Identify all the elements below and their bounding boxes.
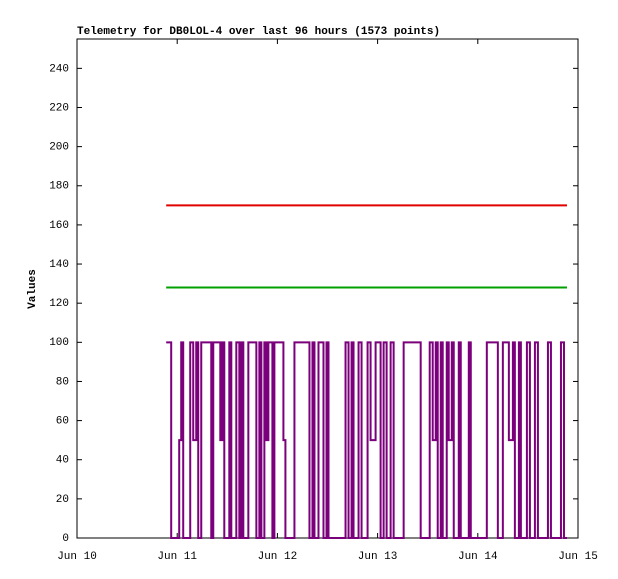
x-tick-label: Jun 10 [57, 551, 97, 563]
y-tick-label: 180 [49, 181, 69, 193]
y-axis-label: Values [27, 269, 39, 309]
y-tick-label: 80 [56, 376, 69, 388]
y-tick-label: 0 [62, 533, 69, 545]
y-tick-label: 100 [49, 337, 69, 349]
y-tick-label: 200 [49, 142, 69, 154]
series-line [166, 341, 567, 539]
x-tick-label: Jun 11 [157, 551, 197, 563]
y-tick-label: 160 [49, 220, 69, 232]
x-tick-label: Jun 15 [558, 551, 598, 563]
plot-frame [76, 38, 579, 539]
x-tick-label: Jun 13 [358, 551, 398, 563]
y-tick-label: 240 [49, 63, 69, 75]
x-tick-label: Jun 12 [258, 551, 298, 563]
x-tick-label: Jun 14 [458, 551, 498, 563]
y-tick-label: 220 [49, 102, 69, 114]
y-tick-label: 140 [49, 259, 69, 271]
y-tick-label: 120 [49, 298, 69, 310]
y-tick-label: 60 [56, 415, 69, 427]
chart-title: Telemetry for DB0LOL-4 over last 96 hour… [77, 26, 440, 38]
y-tick-label: 40 [56, 455, 69, 467]
y-tick-label: 20 [56, 494, 69, 506]
